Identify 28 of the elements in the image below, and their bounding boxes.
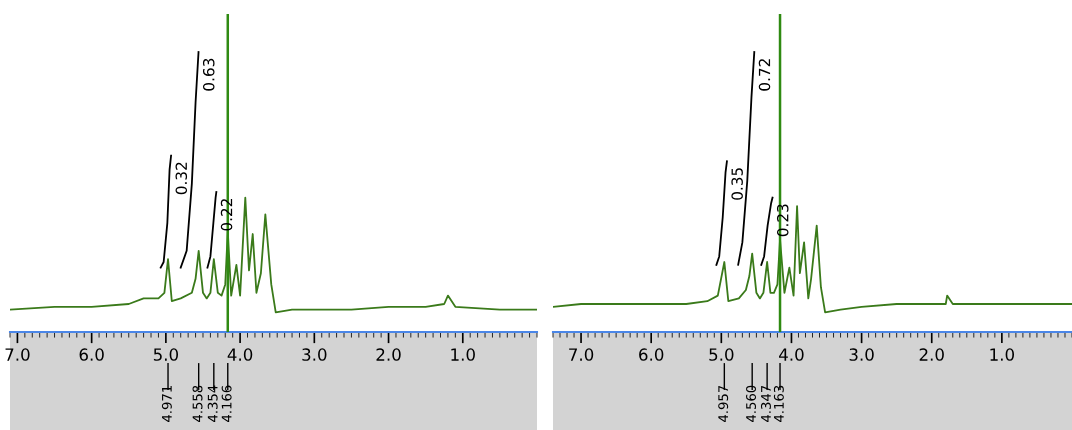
annotation: 4.347 [760, 385, 771, 422]
annotation: 4.560 [746, 385, 757, 422]
annotation: 0.72 [758, 59, 771, 91]
annotation: 4.163 [773, 385, 784, 422]
annotation: 0.32 [175, 162, 188, 195]
annotation: 4.971 [161, 386, 172, 422]
x-tick-label: 7.0 [569, 348, 594, 361]
annotation: 4.558 [192, 385, 203, 422]
x-tick-label: 4.0 [227, 348, 253, 361]
x-tick-label: 1.0 [990, 348, 1015, 361]
x-tick-label: 4.0 [779, 348, 804, 361]
annotation: 0.35 [731, 168, 743, 200]
annotation: 0.23 [776, 204, 789, 237]
x-tick-label: 6.0 [639, 348, 664, 361]
annotation: 0.63 [202, 58, 215, 91]
x-tick-label: 2.0 [376, 348, 401, 361]
x-tick-label: 2.0 [919, 348, 944, 361]
x-tick-label: 7.0 [5, 348, 30, 361]
x-tick-label: 6.0 [79, 348, 104, 361]
x-tick-label: 3.0 [302, 348, 327, 361]
annotation: 4.957 [718, 385, 729, 422]
x-tick-label: 5.0 [153, 348, 179, 361]
annotation: 0.22 [220, 199, 233, 231]
x-tick-label: 3.0 [849, 348, 874, 361]
annotation: 4.166 [221, 385, 232, 422]
x-tick-label: 5.0 [709, 348, 734, 361]
annotation: 4.354 [207, 385, 218, 422]
x-tick-label: 1.0 [451, 348, 475, 361]
